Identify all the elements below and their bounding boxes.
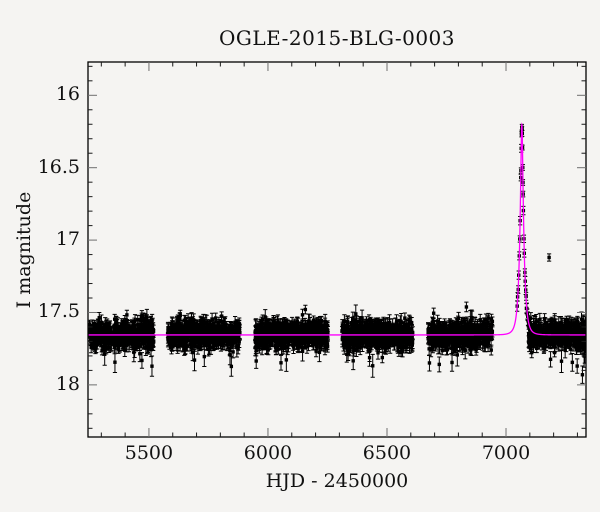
y-tick-label: 18 xyxy=(55,372,80,395)
plot-frame xyxy=(87,61,587,438)
x-axis-label: HJD - 2450000 xyxy=(265,470,409,492)
x-tick-label: 6000 xyxy=(243,442,293,464)
x-tick-label: 5500 xyxy=(124,442,174,464)
x-tick-label: 6500 xyxy=(362,442,412,464)
y-tick-label: 17.5 xyxy=(37,300,80,323)
y-tick-label: 16 xyxy=(55,83,80,106)
y-tick-label: 16.5 xyxy=(37,155,80,178)
chart-title: OGLE-2015-BLG-0003 xyxy=(218,26,456,50)
x-tick-label: 7000 xyxy=(481,442,531,464)
y-tick-label: 17 xyxy=(55,228,80,251)
